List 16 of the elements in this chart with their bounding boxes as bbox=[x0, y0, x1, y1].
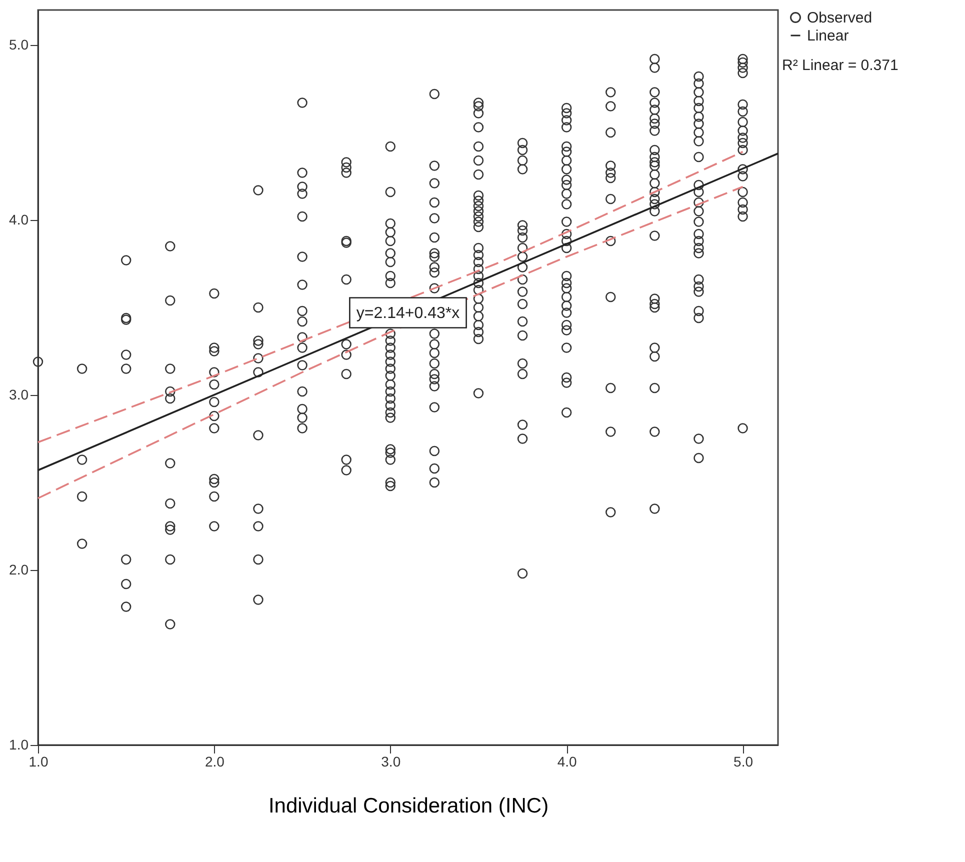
y-tick-label: 5.0 bbox=[9, 36, 29, 52]
x-tick-label: 2.0 bbox=[204, 754, 225, 770]
x-tick-label: 1.0 bbox=[28, 754, 48, 770]
line-series bbox=[37, 186, 744, 500]
x-axis-title: Individual Consideration (INC) bbox=[268, 794, 549, 818]
legend-label: Observed bbox=[807, 10, 872, 26]
y-tick-label: 4.0 bbox=[9, 212, 29, 228]
x-tick-label: 5.0 bbox=[734, 754, 754, 770]
x-tick-label: 4.0 bbox=[557, 754, 578, 770]
legend-label: Linear bbox=[807, 28, 849, 44]
y-tick-label: 3.0 bbox=[9, 386, 29, 402]
y-tick-label: 2.0 bbox=[9, 562, 29, 578]
y-tick-label: 1.0 bbox=[9, 736, 29, 752]
text: R² Linear = 0.371 bbox=[782, 57, 898, 74]
x-tick-label: 3.0 bbox=[381, 754, 401, 770]
annotation: y=2.14+0.43*x bbox=[356, 304, 460, 322]
